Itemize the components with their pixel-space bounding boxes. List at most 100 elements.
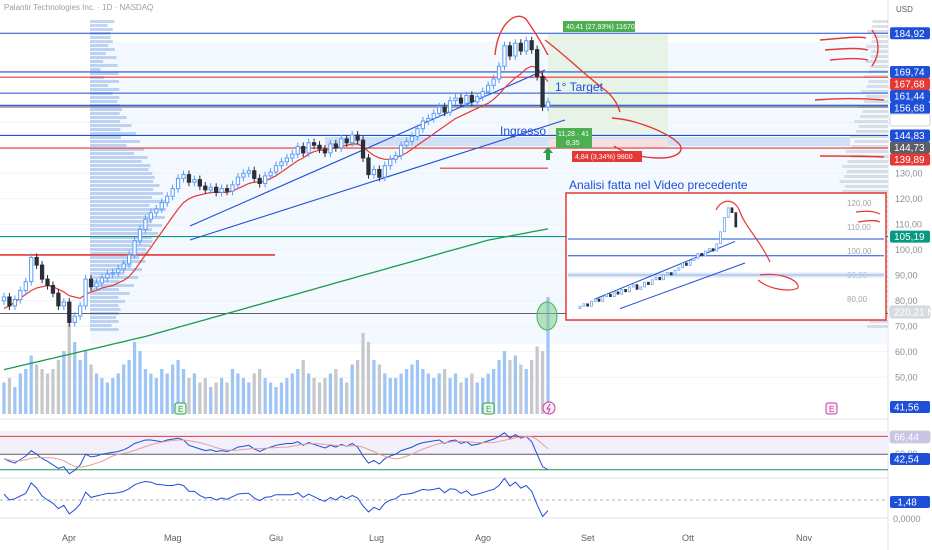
candle[interactable] [317, 141, 322, 154]
candle[interactable] [344, 134, 349, 147]
candle[interactable] [159, 198, 164, 214]
candle[interactable] [388, 155, 393, 170]
candle[interactable] [132, 236, 137, 259]
candle[interactable] [126, 250, 132, 268]
candle[interactable] [39, 261, 45, 284]
candle[interactable] [366, 153, 371, 179]
candle[interactable] [214, 183, 219, 197]
candle[interactable] [105, 269, 110, 282]
candle[interactable] [29, 253, 34, 286]
candle[interactable] [360, 136, 366, 163]
candle[interactable] [284, 153, 290, 166]
candle[interactable] [181, 170, 186, 183]
target-label[interactable]: 1° Target [555, 80, 604, 94]
candle[interactable] [545, 97, 551, 112]
candle[interactable] [12, 295, 18, 310]
candle[interactable] [143, 215, 148, 234]
price-badge[interactable]: 41,56 [890, 401, 930, 414]
dividend-marker[interactable] [542, 401, 556, 415]
candle[interactable] [50, 281, 56, 298]
candle[interactable] [165, 192, 170, 207]
candle[interactable] [72, 312, 77, 327]
candle[interactable] [67, 297, 72, 327]
candle[interactable] [420, 116, 426, 133]
candle[interactable] [415, 124, 420, 141]
candle[interactable] [88, 275, 94, 291]
candle[interactable] [94, 278, 99, 291]
candle[interactable] [529, 36, 534, 54]
earnings-marker[interactable]: E [825, 402, 838, 415]
price-badge[interactable]: 156,68 [890, 101, 930, 115]
candle[interactable] [235, 173, 241, 189]
candle[interactable] [121, 259, 126, 274]
price-badge[interactable]: 184,92 [890, 27, 930, 40]
candle[interactable] [246, 166, 251, 178]
candle[interactable] [34, 253, 39, 270]
candle[interactable] [175, 174, 181, 193]
price-badge[interactable]: 42,54 [890, 453, 930, 466]
candle[interactable] [496, 62, 502, 84]
candle[interactable] [45, 275, 50, 290]
candle[interactable] [262, 171, 268, 188]
candle[interactable] [137, 225, 143, 245]
candle[interactable] [7, 292, 12, 310]
candle[interactable] [219, 184, 224, 197]
price-badge[interactable]: 169,74 [890, 65, 930, 79]
candle[interactable] [328, 139, 333, 157]
candle[interactable] [23, 277, 28, 295]
price-badge[interactable]: 167,68 [890, 77, 930, 91]
price-badge[interactable]: 105,19 [890, 230, 930, 244]
candle[interactable] [306, 138, 311, 157]
candle[interactable] [56, 289, 61, 310]
candle[interactable] [524, 36, 529, 55]
candle[interactable] [404, 137, 409, 150]
candle[interactable] [268, 167, 273, 180]
candle[interactable] [116, 264, 121, 277]
candle[interactable] [507, 41, 513, 61]
candle[interactable] [230, 180, 235, 196]
candle[interactable] [442, 102, 447, 117]
candle[interactable] [453, 93, 458, 105]
candle[interactable] [192, 175, 197, 187]
candle[interactable] [371, 165, 377, 179]
earnings-marker[interactable]: E [482, 402, 495, 415]
candle[interactable] [409, 132, 415, 146]
candle[interactable] [480, 87, 485, 101]
candle[interactable] [252, 166, 257, 183]
candle[interactable] [437, 102, 442, 118]
candle[interactable] [295, 142, 300, 159]
candle[interactable] [464, 91, 469, 108]
candle[interactable] [518, 39, 523, 55]
candle[interactable] [61, 297, 66, 310]
candle[interactable] [447, 96, 453, 117]
candle[interactable] [78, 301, 83, 321]
candle[interactable] [203, 181, 208, 194]
candle[interactable] [398, 141, 404, 160]
candle[interactable] [458, 93, 464, 108]
candle[interactable] [486, 81, 491, 96]
candle[interactable] [469, 91, 474, 106]
candle[interactable] [322, 144, 328, 157]
price-badge[interactable]: 66,44 [889, 430, 931, 444]
candle[interactable] [502, 41, 507, 71]
candle[interactable] [148, 208, 154, 224]
price-badge[interactable]: -1,48 [890, 496, 930, 509]
candle[interactable] [154, 204, 159, 217]
candle[interactable] [431, 109, 436, 123]
candle[interactable] [355, 130, 360, 145]
candle[interactable] [273, 161, 279, 177]
candle[interactable] [1, 292, 7, 305]
candle[interactable] [18, 286, 23, 304]
candle[interactable] [290, 150, 295, 163]
candle[interactable] [279, 157, 284, 170]
entry-label[interactable]: Ingresso [500, 124, 546, 138]
candle[interactable] [99, 273, 105, 288]
candle[interactable] [534, 45, 540, 81]
candle[interactable] [241, 169, 246, 182]
candle[interactable] [311, 138, 317, 150]
candle[interactable] [339, 134, 344, 152]
candle[interactable] [224, 184, 230, 196]
candle[interactable] [170, 184, 175, 201]
candle[interactable] [475, 92, 480, 106]
